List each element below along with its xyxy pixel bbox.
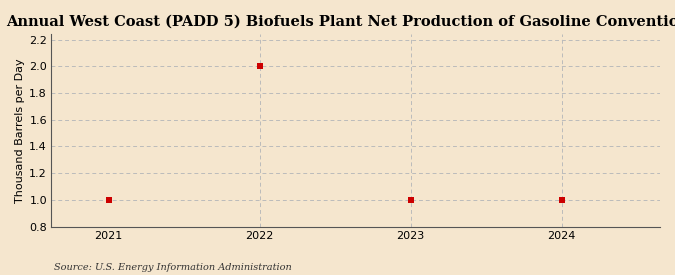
Point — [556, 198, 567, 202]
Y-axis label: Thousand Barrels per Day: Thousand Barrels per Day — [15, 58, 25, 203]
Title: Annual West Coast (PADD 5) Biofuels Plant Net Production of Gasoline Conventiona: Annual West Coast (PADD 5) Biofuels Plan… — [7, 15, 675, 29]
Text: Source: U.S. Energy Information Administration: Source: U.S. Energy Information Administ… — [54, 263, 292, 272]
Point — [103, 198, 114, 202]
Point — [254, 64, 265, 68]
Point — [406, 198, 416, 202]
